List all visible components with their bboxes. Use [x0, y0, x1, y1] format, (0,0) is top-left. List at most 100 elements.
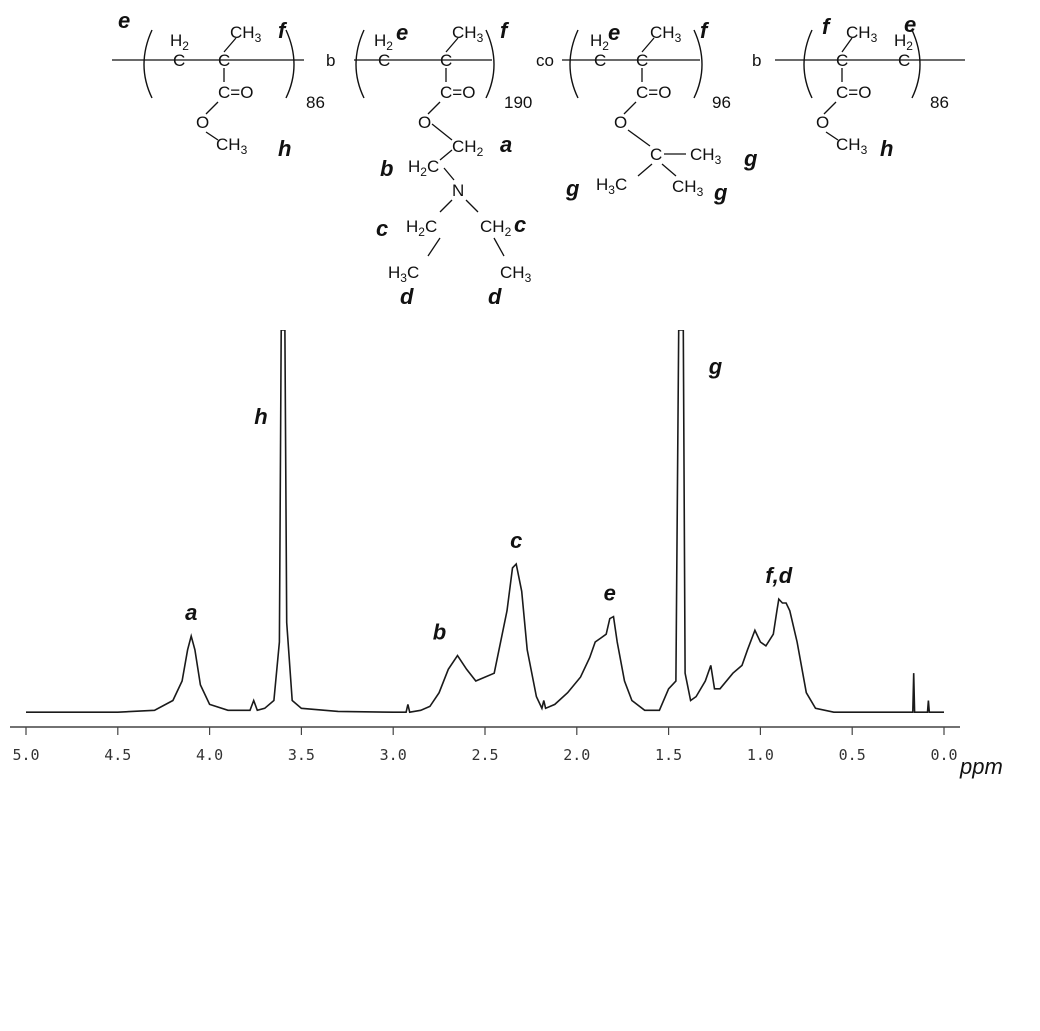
- atom-h2: H2: [894, 31, 913, 53]
- proton-label-g: g: [743, 146, 758, 171]
- proton-label-g: g: [565, 176, 580, 201]
- atom-c: C: [898, 51, 910, 70]
- proton-label-e: e: [396, 20, 408, 45]
- bond: [623, 101, 637, 115]
- open-parenthesis: [355, 29, 365, 99]
- bond: [637, 163, 653, 177]
- carbonyl-group: C=O: [836, 83, 871, 102]
- atom-c: C: [636, 51, 648, 70]
- atom-o: O: [196, 113, 209, 132]
- proton-label-e: e: [904, 12, 916, 37]
- x-axis-tick-label: 1.5: [655, 746, 682, 764]
- bond: [661, 163, 677, 177]
- spectrum-trace: [26, 330, 944, 714]
- bond: [445, 37, 459, 53]
- degree-of-polymerization: 96: [712, 93, 731, 112]
- bond: [641, 37, 655, 53]
- bond: [823, 101, 837, 115]
- atom-ch2: CH2: [452, 137, 484, 159]
- close-parenthesis: [485, 29, 495, 99]
- proton-label-h: h: [278, 136, 291, 161]
- bond: [825, 131, 839, 141]
- peak-labels: a h b c e g f,d: [185, 354, 793, 645]
- proton-label-e: e: [118, 8, 130, 33]
- open-parenthesis: [803, 29, 813, 99]
- atom-ch3: CH3: [650, 23, 682, 45]
- link-label-b: b: [326, 51, 335, 70]
- block-1-mma: C H2 C CH3 C=O O CH3 86 e f h: [118, 8, 325, 161]
- proton-label-f: f: [500, 18, 510, 43]
- bond: [223, 37, 237, 53]
- bond: [627, 129, 651, 147]
- x-axis-tick-label: 2.0: [563, 746, 590, 764]
- x-axis-tick-label: 1.0: [747, 746, 774, 764]
- x-axis-tick-label: 4.5: [104, 746, 131, 764]
- proton-label-e: e: [608, 20, 620, 45]
- atom-ch3: CH3: [690, 145, 722, 167]
- proton-label-c: c: [514, 212, 526, 237]
- atom-ch3: CH3: [216, 135, 248, 157]
- open-parenthesis: [143, 29, 153, 99]
- proton-label-g: g: [713, 180, 728, 205]
- open-parenthesis: [569, 29, 579, 99]
- atom-h2: H2: [374, 31, 393, 53]
- proton-label-h: h: [880, 136, 893, 161]
- block-2-deaema: H2 C C CH3 C=O O CH2 H2C N H2C CH2 H3C C…: [355, 18, 532, 309]
- block-4-mma: C CH3 C H2 C=O O CH3 86 f e h: [803, 12, 949, 161]
- block-3-tbma: H2 C C CH3 C=O O C CH3 H3C CH3 96 e f g …: [565, 18, 758, 205]
- bond: [427, 237, 441, 257]
- x-axis-tick-label: 3.5: [288, 746, 315, 764]
- atom-ch3: CH3: [230, 23, 262, 45]
- bond: [205, 131, 219, 141]
- atom-c: C: [650, 145, 662, 164]
- atom-h2c: H2C: [406, 217, 437, 239]
- bond: [439, 149, 453, 161]
- atom-ch3: CH3: [672, 177, 704, 199]
- atom-c: C: [173, 51, 185, 70]
- x-axis-ticks: [25, 727, 945, 735]
- close-parenthesis: [693, 29, 703, 99]
- atom-h2: H2: [590, 31, 609, 53]
- degree-of-polymerization: 86: [306, 93, 325, 112]
- atom-ch3: CH3: [846, 23, 878, 45]
- atom-c: C: [594, 51, 606, 70]
- x-axis-tick-labels: 5.0 4.5 4.0 3.5 3.0 2.5 2.0 1.5 1.0 0.5 0.0: [12, 746, 957, 764]
- atom-h3c: H3C: [596, 175, 627, 197]
- bond: [443, 167, 455, 181]
- nmr-spectrum-plot: 5.0 4.5 4.0 3.5 3.0 2.5 2.0 1.5 1.0 0.5 0.0 a h b c e g…: [10, 330, 1003, 779]
- proton-label-d: d: [488, 284, 502, 309]
- bond: [841, 37, 853, 53]
- x-axis-tick-label: 3.0: [380, 746, 407, 764]
- bond: [493, 237, 505, 257]
- atom-h2c: H2C: [408, 157, 439, 179]
- bond: [205, 101, 219, 115]
- proton-label-f: f: [278, 18, 288, 43]
- link-label-b: b: [752, 51, 761, 70]
- degree-of-polymerization: 86: [930, 93, 949, 112]
- peak-label: e: [604, 581, 616, 606]
- atom-o: O: [418, 113, 431, 132]
- atom-ch3: CH3: [452, 23, 484, 45]
- atom-ch2: CH2: [480, 217, 512, 239]
- atom-c: C: [378, 51, 390, 70]
- bond: [465, 199, 479, 213]
- peak-label: a: [185, 600, 197, 625]
- bond: [427, 101, 441, 115]
- atom-ch3: CH3: [836, 135, 868, 157]
- atom-c: C: [218, 51, 230, 70]
- proton-label-f: f: [700, 18, 710, 43]
- x-axis-unit-label: ppm: [959, 754, 1003, 779]
- x-axis-tick-label: 4.0: [196, 746, 223, 764]
- x-axis-tick-label: 5.0: [12, 746, 39, 764]
- proton-label-a: a: [500, 132, 512, 157]
- proton-label-d: d: [400, 284, 414, 309]
- atom-o: O: [816, 113, 829, 132]
- x-axis-tick-label: 0.5: [839, 746, 866, 764]
- x-axis-tick-label: 0.0: [930, 746, 957, 764]
- link-label-co: co: [536, 51, 554, 70]
- atom-c: C: [836, 51, 848, 70]
- close-parenthesis: [285, 29, 295, 99]
- peak-label: f,d: [765, 563, 792, 588]
- carbonyl-group: C=O: [218, 83, 253, 102]
